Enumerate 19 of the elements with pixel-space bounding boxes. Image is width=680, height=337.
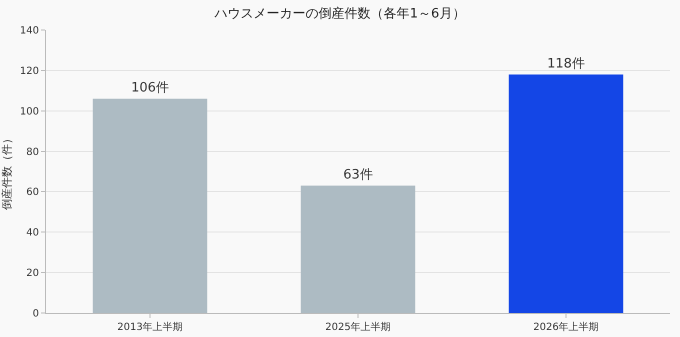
x-tick-label: 2013年上半期 [117,321,183,333]
y-tick-label: 140 [20,26,39,36]
data-label: 118件 [547,56,585,72]
bar [300,186,416,313]
bar [508,74,624,313]
y-axis-title: 倒産件数（件） [0,133,14,210]
bar [92,98,208,313]
y-tick-label: 60 [26,187,39,198]
x-tick-label: 2025年上半期 [325,321,391,333]
data-label: 63件 [343,168,373,183]
y-tick-label: 80 [26,146,39,158]
x-tick-label: 2026年上半期 [533,321,599,333]
y-tick-label: 20 [26,268,39,280]
y-tick-label: 40 [26,228,39,239]
data-label: 106件 [131,80,169,96]
y-tick-label: 120 [20,66,39,77]
chart-title: ハウスメーカーの倒産件数（各年1～6月） [214,6,466,22]
y-tick-label: 0 [32,308,39,320]
y-tick-label: 100 [20,106,39,118]
